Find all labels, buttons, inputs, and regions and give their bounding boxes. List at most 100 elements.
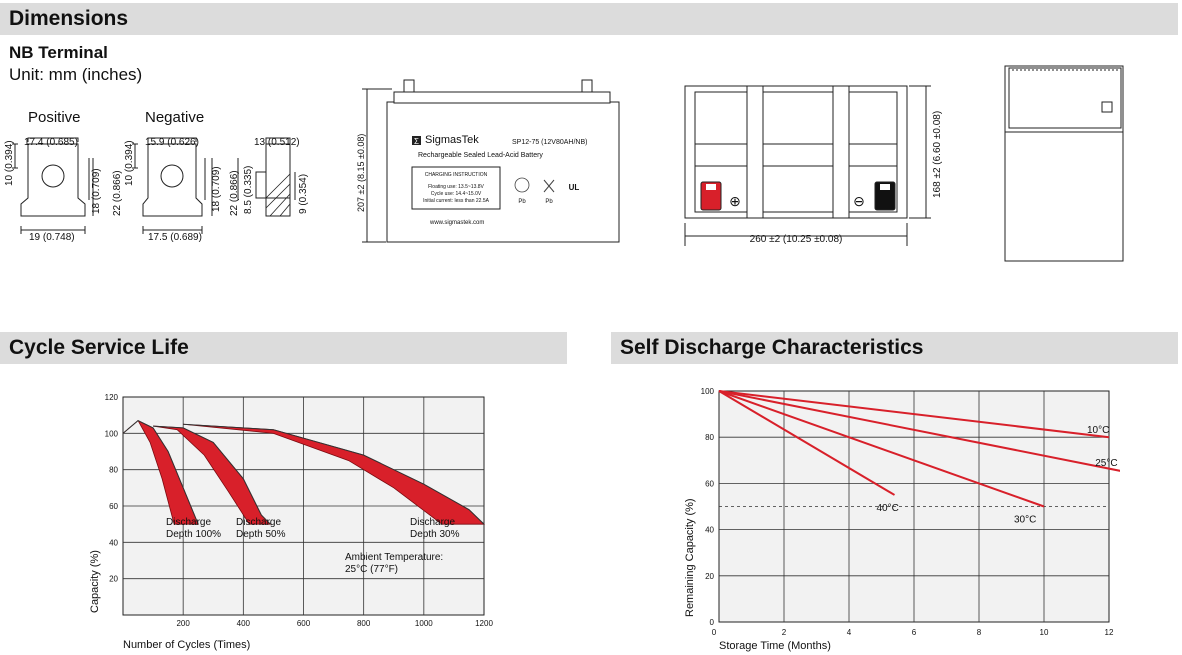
cycle-annotation-2-line1: Discharge	[236, 517, 281, 528]
cycle-x-ticks: 200 400 600 800 1000 1200	[176, 619, 493, 628]
sd-series-labels: 10°C 25°C 30°C 40°C	[877, 425, 1118, 525]
sd-x-tick: 6	[912, 628, 917, 637]
sd-series-2	[718, 390, 1120, 472]
battery-front-view: Σ SigmasTek SP12-75 (12V80AH/NB) Recharg…	[356, 79, 620, 243]
battery-top-view: ⊕ ⊖ 260 ±2 (10.25 ±0.08) 168 ±2 (6.60 ±0…	[684, 85, 943, 246]
sd-series-label-2: 25°C	[1095, 458, 1117, 469]
battery-top-body	[684, 85, 908, 219]
positive-terminal-shape	[20, 143, 86, 217]
negative-terminal-shape	[142, 143, 203, 217]
cycle-y-tick: 40	[109, 538, 118, 547]
plus-symbol-icon: ⊕	[729, 193, 741, 209]
sd-y-tick: 40	[705, 526, 714, 535]
front-terminal-right	[581, 79, 593, 93]
sd-y-tick: 80	[705, 433, 714, 442]
cycle-life-chart: 20 40 60 80 100 120 200 400 600 800 1000 1200 Disc…	[89, 393, 493, 651]
cycle-y-tick: 100	[105, 429, 119, 438]
cycle-y-ticks: 20 40 60 80 100 120	[105, 393, 119, 584]
sd-series-1	[718, 390, 1110, 439]
battery-model: SP12-75 (12V80AH/NB)	[512, 139, 587, 146]
cycle-annotation-1-line1: Discharge	[166, 517, 211, 528]
negative-terminal-hole	[160, 164, 184, 188]
negative-label: Negative	[145, 109, 205, 126]
bin-crossed-icon	[543, 179, 555, 193]
terminal-unit: Unit: mm (inches)	[9, 65, 143, 84]
neg-right-dim-1: 18 (0.709)	[211, 166, 222, 212]
pb-label-2: Pb	[545, 199, 553, 205]
sd-series-label-1: 10°C	[1087, 425, 1109, 436]
cycle-x-tick: 1000	[415, 619, 433, 628]
svg-text:Σ: Σ	[414, 137, 419, 146]
terminal-title: NB Terminal	[9, 43, 108, 62]
sd-x-tick: 12	[1105, 628, 1114, 637]
sd-y-label: Remaining Capacity (%)	[684, 498, 696, 617]
pos-top-dim: 17.4 (0.685)	[24, 137, 78, 148]
sd-y-tick: 0	[710, 618, 715, 627]
sd-x-tick: 4	[847, 628, 852, 637]
sd-y-tick: 100	[701, 387, 715, 396]
brand-logo-icon	[412, 136, 421, 145]
battery-brand: SigmasTek	[425, 134, 479, 146]
cycle-x-label: Number of Cycles (Times)	[123, 639, 250, 651]
cycle-y-tick: 20	[109, 575, 118, 584]
sd-x-tick: 10	[1040, 628, 1049, 637]
battery-top-height-dim: 168 ±2 (6.60 ±0.08)	[932, 111, 943, 198]
charging-cycle: Cycle use: 14.4~15.0V	[431, 191, 482, 197]
sd-series-4	[718, 390, 896, 496]
section-self-discharge: Self Discharge Characteristics	[611, 332, 1178, 364]
charging-floating: Floating use: 13.5~13.8V	[428, 184, 484, 190]
cycle-y-tick: 80	[109, 466, 118, 475]
cycle-curve-1	[122, 420, 199, 525]
sd-series-label-4: 40°C	[877, 503, 899, 514]
cycle-x-tick: 800	[357, 619, 371, 628]
cycle-x-tick: 200	[176, 619, 190, 628]
cycle-x-tick: 600	[297, 619, 311, 628]
sd-series-3	[718, 390, 1045, 508]
cycle-y-label: Capacity (%)	[89, 550, 101, 613]
battery-website: www.sigmastek.com	[429, 220, 484, 226]
neg-right-dim-3: 8.5 (0.335)	[243, 166, 254, 214]
battery-subtitle: Rechargeable Sealed Lead-Acid Battery	[418, 152, 543, 159]
sd-lines	[718, 390, 1120, 508]
cycle-annotation-4-line2: 25°C (77°F)	[345, 564, 398, 575]
charging-initial: Initial current: less than 22.5A	[423, 198, 490, 204]
cycle-curve-2	[153, 425, 271, 525]
battery-height-dim: 207 ±2 (8.15 ±0.08)	[356, 134, 366, 212]
charging-box	[411, 166, 501, 210]
cycle-annotation-1-line2: Depth 100%	[166, 529, 221, 540]
sd-x-ticks: 0 2 4 6 8 10 12	[712, 628, 1114, 637]
pb-label-1: Pb	[518, 199, 526, 205]
section-cycle-service-life: Cycle Service Life	[0, 332, 567, 364]
neg-right-dim-2: 22 (0.866)	[229, 170, 240, 216]
pos-right-dim-2: 22 (0.866)	[112, 170, 123, 216]
cycle-bands	[122, 419, 485, 525]
ul-mark-icon: UL	[569, 183, 580, 192]
pos-left-dim: 10 (0.394)	[4, 140, 15, 186]
neg-bottom-dim: 17.5 (0.689)	[148, 232, 202, 243]
cycle-annotation-2-line2: Depth 50%	[236, 529, 286, 540]
sd-x-tick: 8	[977, 628, 982, 637]
charging-title: CHARGING INSTRUCTION	[425, 172, 488, 178]
cycle-annotation-3-line1: Discharge	[410, 517, 455, 528]
minus-symbol-icon: ⊖	[853, 193, 865, 209]
positive-label: Positive	[28, 109, 81, 126]
pos-bottom-dim: 19 (0.748)	[29, 232, 75, 243]
front-terminal-left	[403, 79, 415, 93]
cycle-annotation-4-line1: Ambient Temperature:	[345, 552, 443, 563]
cycle-x-tick: 400	[237, 619, 251, 628]
cycle-annotation-3-line2: Depth 30%	[410, 529, 460, 540]
battery-side-view	[1004, 65, 1124, 262]
sd-y-tick: 20	[705, 572, 714, 581]
battery-width-dim: 260 ±2 (10.25 ±0.08)	[750, 234, 843, 245]
neg-top-dim: 15.9 (0.626)	[145, 137, 199, 148]
cycle-x-tick: 1200	[475, 619, 493, 628]
battery-front-lid	[393, 91, 611, 104]
sd-y-ticks: 0 20 40 60 80 100	[701, 387, 715, 627]
pos-right-dim-1: 18 (0.709)	[91, 168, 102, 214]
sd-x-label: Storage Time (Months)	[719, 640, 831, 652]
section-dimensions: Dimensions	[0, 3, 1178, 35]
cycle-curve-3	[183, 423, 485, 525]
recycle-icon	[514, 177, 530, 193]
